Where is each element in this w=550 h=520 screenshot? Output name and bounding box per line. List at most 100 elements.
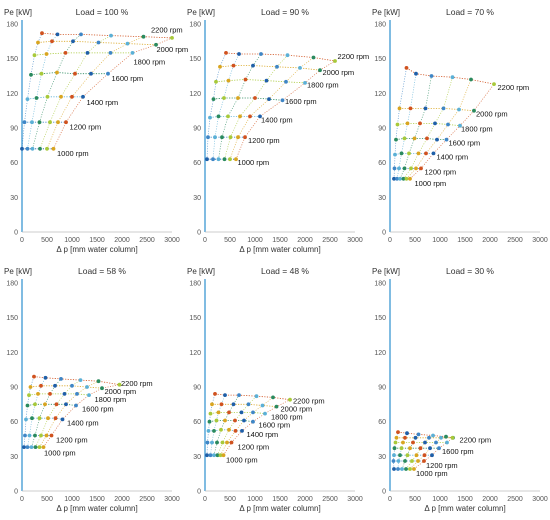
data-point: [210, 440, 214, 445]
x-tick-label: 3000: [347, 237, 363, 244]
rpm-label: 1200 rpm: [248, 136, 280, 145]
data-point: [271, 395, 275, 400]
data-point: [397, 166, 401, 171]
rpm-label: 1600 rpm: [82, 404, 114, 413]
data-point: [423, 106, 428, 111]
y-tick-label: 60: [10, 160, 18, 167]
data-point: [27, 433, 32, 438]
series-line-2000-rpm: [37, 40, 157, 46]
x-tick-label: 1000: [432, 237, 448, 244]
y-tick-label: 180: [6, 281, 18, 288]
data-point: [208, 115, 212, 120]
rpm-label: 1200 rpm: [56, 436, 88, 445]
data-point: [396, 467, 400, 471]
y-tick-label: 0: [14, 230, 18, 237]
data-point: [444, 137, 449, 142]
rpm-label: 2000 rpm: [281, 404, 313, 413]
x-tick-label: 2000: [482, 496, 498, 503]
rpm-label: 1400 rpm: [87, 98, 119, 107]
y-tick-label: 180: [374, 22, 386, 29]
data-point: [227, 410, 231, 415]
data-point: [218, 64, 222, 69]
data-point: [70, 383, 74, 388]
data-point: [36, 40, 40, 45]
x-tick-label: 2500: [507, 237, 523, 244]
x-tick-label: 2500: [139, 496, 155, 503]
connector-line: [399, 75, 432, 179]
data-point: [49, 433, 54, 438]
data-point: [416, 459, 420, 463]
data-point: [423, 440, 427, 445]
data-point: [398, 453, 402, 458]
data-point: [288, 397, 292, 402]
data-point: [434, 440, 438, 445]
x-tick-label: 500: [224, 496, 236, 503]
rpm-label: 1400 rpm: [437, 152, 469, 161]
data-point: [425, 136, 429, 141]
data-point: [298, 66, 302, 70]
y-tick-label: 150: [6, 315, 18, 322]
rpm-label: 1000 rpm: [415, 179, 447, 188]
data-point: [469, 77, 473, 82]
data-point: [215, 440, 219, 445]
x-tick-label: 500: [409, 237, 421, 244]
data-point: [234, 157, 238, 162]
data-point: [89, 71, 93, 76]
data-point: [403, 435, 407, 440]
rpm-label: 1600 rpm: [285, 97, 317, 106]
x-axis-label: Δ p [mm water column]: [56, 245, 137, 254]
data-point: [233, 429, 238, 433]
data-point: [53, 416, 58, 421]
data-point: [231, 63, 236, 68]
y-tick-label: 150: [189, 56, 201, 63]
data-point: [41, 445, 46, 449]
x-tick-label: 2000: [482, 237, 498, 244]
y-tick-label: 150: [6, 56, 18, 63]
data-point: [44, 52, 49, 56]
data-point: [318, 68, 322, 73]
data-point: [87, 393, 91, 397]
data-point: [20, 146, 24, 151]
data-point: [439, 435, 443, 440]
data-point: [55, 70, 59, 75]
data-point: [411, 440, 415, 445]
series-line-2200-rpm: [406, 67, 495, 85]
series-line-2200-rpm: [225, 52, 336, 62]
x-tick-label: 2000: [297, 237, 313, 244]
rpm-label: 1000 rpm: [416, 469, 448, 478]
data-point: [224, 51, 228, 55]
data-point: [46, 416, 50, 421]
data-point: [392, 467, 396, 471]
data-point: [37, 120, 42, 125]
y-tick-label: 90: [10, 385, 18, 392]
y-tick-label: 60: [378, 419, 386, 426]
rpm-label: 1800 rpm: [95, 395, 127, 404]
data-point: [125, 41, 130, 46]
data-point: [39, 383, 43, 388]
data-point: [280, 98, 285, 103]
connector-line: [206, 52, 227, 160]
data-point: [392, 453, 396, 458]
series-line-2000-rpm: [219, 65, 321, 71]
data-point: [73, 71, 77, 76]
data-point: [39, 433, 43, 438]
y-tick-label: 90: [10, 126, 18, 133]
data-point: [243, 77, 248, 82]
data-point: [71, 39, 75, 44]
data-point: [303, 81, 307, 85]
y-tick-label: 90: [378, 126, 386, 133]
data-point: [226, 114, 230, 119]
data-point: [208, 453, 213, 458]
data-point: [399, 446, 404, 451]
data-point: [29, 72, 33, 77]
x-tick-label: 1000: [247, 237, 263, 244]
data-point: [396, 430, 400, 434]
series-line-1800-rpm: [28, 393, 90, 396]
data-point: [64, 120, 68, 125]
data-point: [237, 52, 241, 56]
data-point: [414, 71, 418, 76]
data-point: [240, 429, 244, 433]
data-point: [393, 440, 398, 445]
data-point: [430, 453, 434, 458]
data-point: [211, 97, 216, 101]
